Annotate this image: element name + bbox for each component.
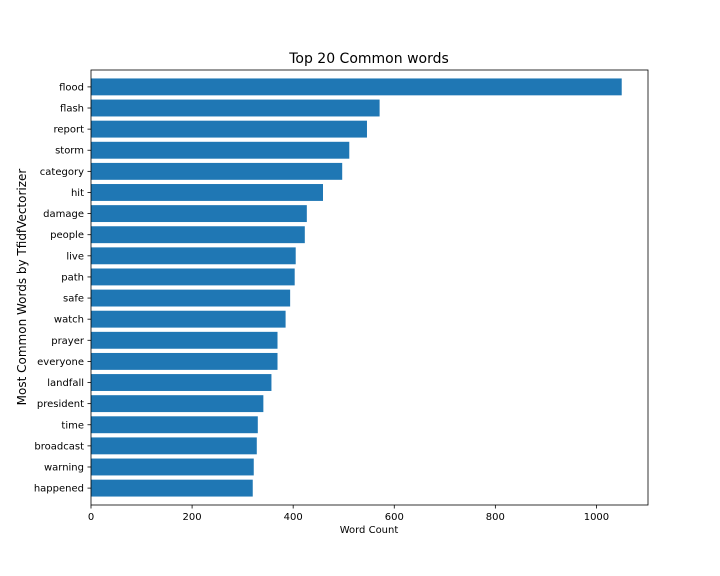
x-tick-label: 200: [183, 512, 202, 523]
y-tick-label: happened: [34, 484, 84, 495]
y-tick-label: report: [53, 125, 84, 136]
bar-people: [91, 226, 305, 244]
bar-broadcast: [91, 437, 257, 455]
y-tick-label: category: [40, 167, 84, 178]
y-axis-label: Most Common Words by TfidfVectorizer: [15, 169, 29, 406]
y-tick-label: damage: [43, 209, 84, 220]
x-tick-label: 800: [486, 512, 505, 523]
y-tick-label: time: [61, 420, 84, 431]
bar-everyone: [91, 352, 278, 370]
y-tick-label: flood: [59, 82, 84, 93]
bar-safe: [91, 289, 291, 307]
y-tick-label: storm: [55, 146, 84, 157]
bar-landfall: [91, 374, 272, 391]
bar-hit: [91, 184, 323, 201]
chart-title: Top 20 Common words: [288, 51, 449, 67]
y-tick-label: live: [66, 251, 84, 262]
y-axis-ticks: flood flash report storm category hit damage pe…: [34, 82, 91, 495]
bar-happened: [91, 479, 253, 497]
y-tick-label: watch: [54, 315, 84, 326]
bar-president: [91, 395, 264, 413]
y-tick-label: flash: [60, 104, 84, 115]
bars-layer: [91, 78, 622, 497]
y-tick-label: landfall: [47, 378, 84, 389]
bar-warning: [91, 458, 254, 476]
bar-time: [91, 416, 258, 434]
y-tick-label: people: [50, 230, 84, 241]
bar-report: [91, 120, 367, 138]
x-axis-label: Word Count: [340, 525, 399, 536]
bar-prayer: [91, 331, 278, 349]
y-tick-label: safe: [63, 294, 84, 305]
bar-storm: [91, 141, 350, 159]
y-tick-label: warning: [44, 462, 84, 473]
y-tick-label: hit: [71, 188, 84, 199]
bar-flash: [91, 99, 380, 117]
bar-watch: [91, 310, 286, 328]
y-tick-label: path: [61, 272, 84, 283]
bar-live: [91, 247, 296, 265]
bar-flood: [91, 78, 622, 96]
y-tick-label: president: [37, 399, 84, 410]
bar-path: [91, 268, 295, 286]
bar-damage: [91, 205, 307, 223]
x-axis-ticks: 0 200 400 600 800 1000: [88, 505, 609, 523]
plot-frame: [90, 69, 649, 506]
y-tick-label: broadcast: [34, 441, 84, 452]
x-tick-label: 400: [284, 512, 303, 523]
x-tick-label: 1000: [584, 512, 609, 523]
bar-category: [91, 162, 343, 180]
x-tick-label: 0: [88, 512, 94, 523]
x-tick-label: 600: [385, 512, 404, 523]
y-tick-label: prayer: [51, 336, 85, 347]
y-tick-label: everyone: [37, 357, 84, 368]
